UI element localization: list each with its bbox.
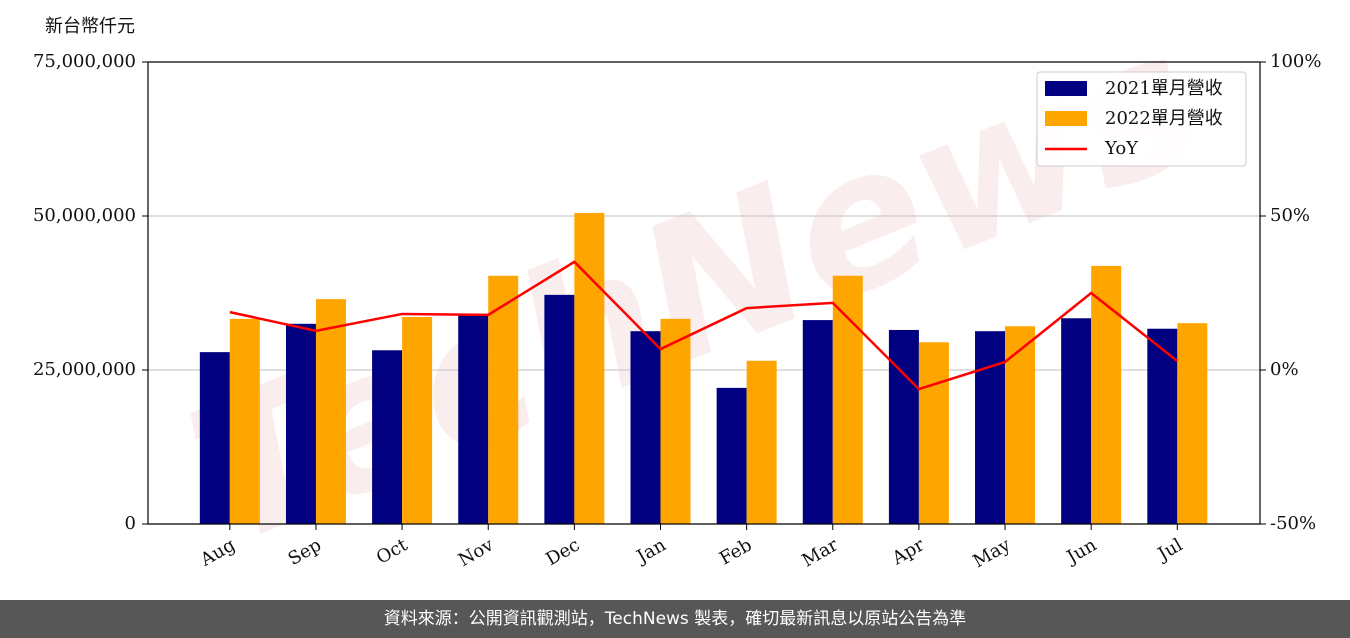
y-tick-label: 25,000,000: [33, 359, 136, 380]
bar: [888, 329, 919, 524]
legend-label: YoY: [1104, 138, 1139, 159]
bar: [285, 323, 316, 524]
x-tick-label: Feb: [716, 534, 756, 569]
bar: [1177, 323, 1208, 524]
bar: [458, 313, 489, 524]
legend-label: 2022單月營收: [1105, 108, 1223, 129]
bar: [402, 317, 433, 524]
x-tick-label: Oct: [373, 534, 412, 569]
bar: [1061, 318, 1092, 524]
bar: [746, 360, 777, 524]
y-tick-label: 50,000,000: [33, 205, 136, 226]
y-axis-label: 新台幣仟元: [45, 16, 135, 37]
x-tick-label: Jan: [632, 534, 670, 568]
line: [229, 260, 1179, 391]
y2-tick-label: 100%: [1270, 51, 1321, 72]
bar: [832, 275, 863, 524]
x-tick-label: Jun: [1062, 534, 1101, 569]
x-tick-label: Mar: [799, 534, 843, 571]
legend-swatch: [1045, 111, 1087, 126]
bar: [660, 318, 691, 524]
bar: [544, 294, 575, 524]
bar: [918, 342, 949, 524]
bar: [1091, 265, 1122, 524]
legend-box: [1036, 71, 1247, 167]
bar: [630, 331, 661, 524]
y2-tick-label: 0%: [1270, 359, 1299, 380]
x-tick-label: Jul: [1153, 534, 1187, 566]
bar: [229, 318, 260, 524]
source-footer: 資料來源：公開資訊觀測站，TechNews 製表，確切最新訊息以原站公告為準: [0, 600, 1350, 638]
legend-label: 2021單月營收: [1105, 78, 1223, 99]
x-tick-label: Dec: [542, 534, 583, 570]
chart: 新台幣仟元 TechNews 025,000,00050,000,00075,0…: [33, 0, 1322, 588]
x-tick-label: Nov: [455, 534, 498, 571]
y-tick-label: 75,000,000: [33, 51, 136, 72]
bar: [1147, 328, 1178, 524]
x-tick-label: May: [969, 534, 1014, 572]
y-tick-label: 0: [125, 513, 136, 534]
bar: [716, 387, 747, 524]
plot-frame: [147, 61, 1261, 525]
bar: [315, 299, 346, 524]
bar: [975, 331, 1006, 524]
y2-tick-label: -50%: [1270, 513, 1316, 534]
legend-swatch: [1045, 81, 1087, 96]
bar: [1005, 326, 1036, 524]
bar: [488, 275, 519, 524]
bar: [574, 212, 605, 525]
y2-tick-label: 50%: [1270, 205, 1310, 226]
bar: [199, 352, 230, 524]
bar: [802, 320, 833, 524]
x-tick-label: Apr: [888, 534, 928, 569]
bar: [372, 350, 403, 524]
